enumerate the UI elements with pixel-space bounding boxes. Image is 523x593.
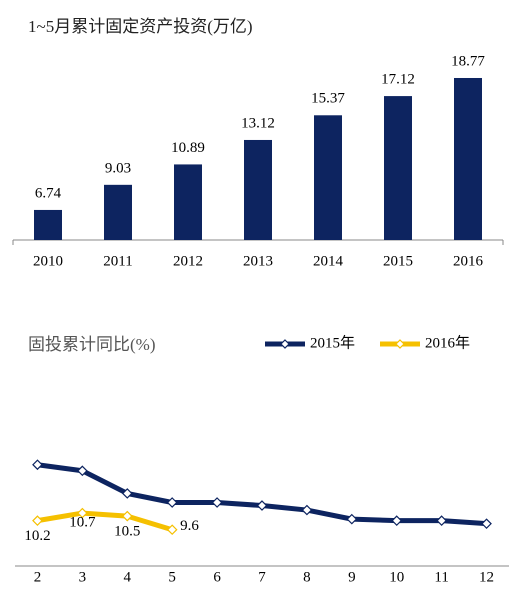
- x-tick-label: 2011: [103, 253, 132, 269]
- point-marker: [211, 497, 223, 508]
- point-marker: [166, 524, 178, 536]
- point-marker: [346, 513, 358, 525]
- series-line: [37, 510, 173, 533]
- legend-marker: [395, 339, 405, 349]
- x-tick-label: 2013: [243, 253, 273, 269]
- x-tick-label: 2010: [33, 253, 63, 269]
- x-tick-label: 8: [303, 569, 311, 585]
- point-marker: [77, 507, 88, 519]
- legend-label: 2015年: [310, 334, 355, 351]
- x-tick-label: 2016: [453, 253, 484, 269]
- x-tick-label: 12: [479, 569, 494, 585]
- line-chart-title: 固投累计同比(%): [28, 335, 155, 354]
- point-marker: [301, 504, 313, 516]
- bar: [384, 96, 412, 240]
- bar: [104, 184, 132, 240]
- point-marker: [391, 515, 403, 526]
- bar: [174, 164, 202, 240]
- data-label: 6.74: [35, 185, 62, 201]
- bar: [314, 115, 342, 240]
- x-tick-label: 7: [258, 569, 266, 585]
- x-tick-label: 11: [434, 569, 448, 585]
- bar: [454, 77, 482, 240]
- data-label: 10.7: [69, 515, 96, 531]
- data-label: 13.12: [241, 115, 275, 131]
- x-tick-label: 10: [389, 569, 404, 585]
- data-label: 17.12: [381, 72, 415, 88]
- data-label: 18.77: [451, 53, 485, 69]
- data-label: 9.03: [105, 160, 131, 176]
- data-label: 10.89: [171, 140, 205, 156]
- data-label: 10.5: [114, 524, 140, 540]
- point-marker: [32, 459, 43, 471]
- data-label: 15.37: [311, 91, 345, 107]
- point-marker: [256, 500, 268, 511]
- point-marker: [121, 488, 133, 499]
- x-tick-label: 6: [213, 569, 221, 585]
- point-marker: [32, 515, 43, 526]
- bar: [244, 139, 272, 240]
- x-tick-label: 3: [79, 569, 87, 585]
- point-marker: [77, 465, 88, 477]
- data-label: 9.6: [180, 518, 199, 534]
- x-tick-label: 2012: [173, 253, 203, 269]
- x-tick-label: 5: [168, 569, 176, 585]
- point-marker: [166, 497, 178, 508]
- x-tick-label: 4: [124, 569, 132, 585]
- x-tick-label: 2014: [313, 253, 344, 269]
- bar: [34, 209, 62, 240]
- x-tick-label: 2015: [383, 253, 413, 269]
- point-marker: [436, 515, 447, 526]
- bar-chart-title: 1~5月累计固定资产投资(万亿): [28, 17, 253, 36]
- x-tick-label: 2: [34, 569, 42, 585]
- x-tick-label: 9: [348, 569, 356, 585]
- point-marker: [481, 518, 492, 530]
- data-label: 10.2: [24, 528, 50, 544]
- point-marker: [121, 510, 133, 522]
- legend-label: 2016年: [425, 334, 470, 351]
- legend-marker: [280, 339, 290, 349]
